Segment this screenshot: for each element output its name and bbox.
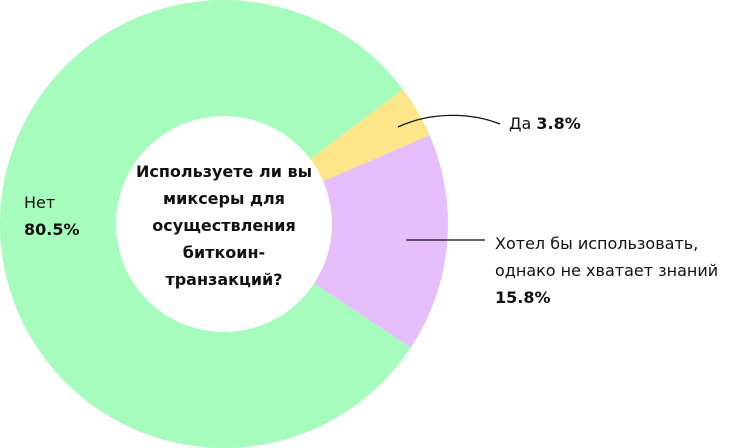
value-label: 80.5%	[24, 220, 80, 239]
category-label: Да	[509, 114, 532, 133]
slice-label: Да 3.8%	[509, 110, 581, 137]
donut-slice	[310, 89, 430, 182]
arcs	[0, 0, 449, 448]
chart-title: Используете ли вы миксеры для осуществле…	[135, 162, 313, 289]
category-label: Нет	[24, 193, 56, 212]
slice-label: Хотел бы использовать, однако не хватает…	[495, 230, 735, 311]
category-label: Хотел бы использовать, однако не хватает…	[495, 234, 719, 280]
leader-line	[397, 114, 501, 128]
donut-slice	[0, 0, 411, 448]
value-label: 15.8%	[495, 288, 551, 307]
value-label: 3.8%	[536, 114, 581, 133]
donut-slice	[314, 135, 449, 348]
slice-label: Нет 80.5%	[24, 189, 80, 243]
